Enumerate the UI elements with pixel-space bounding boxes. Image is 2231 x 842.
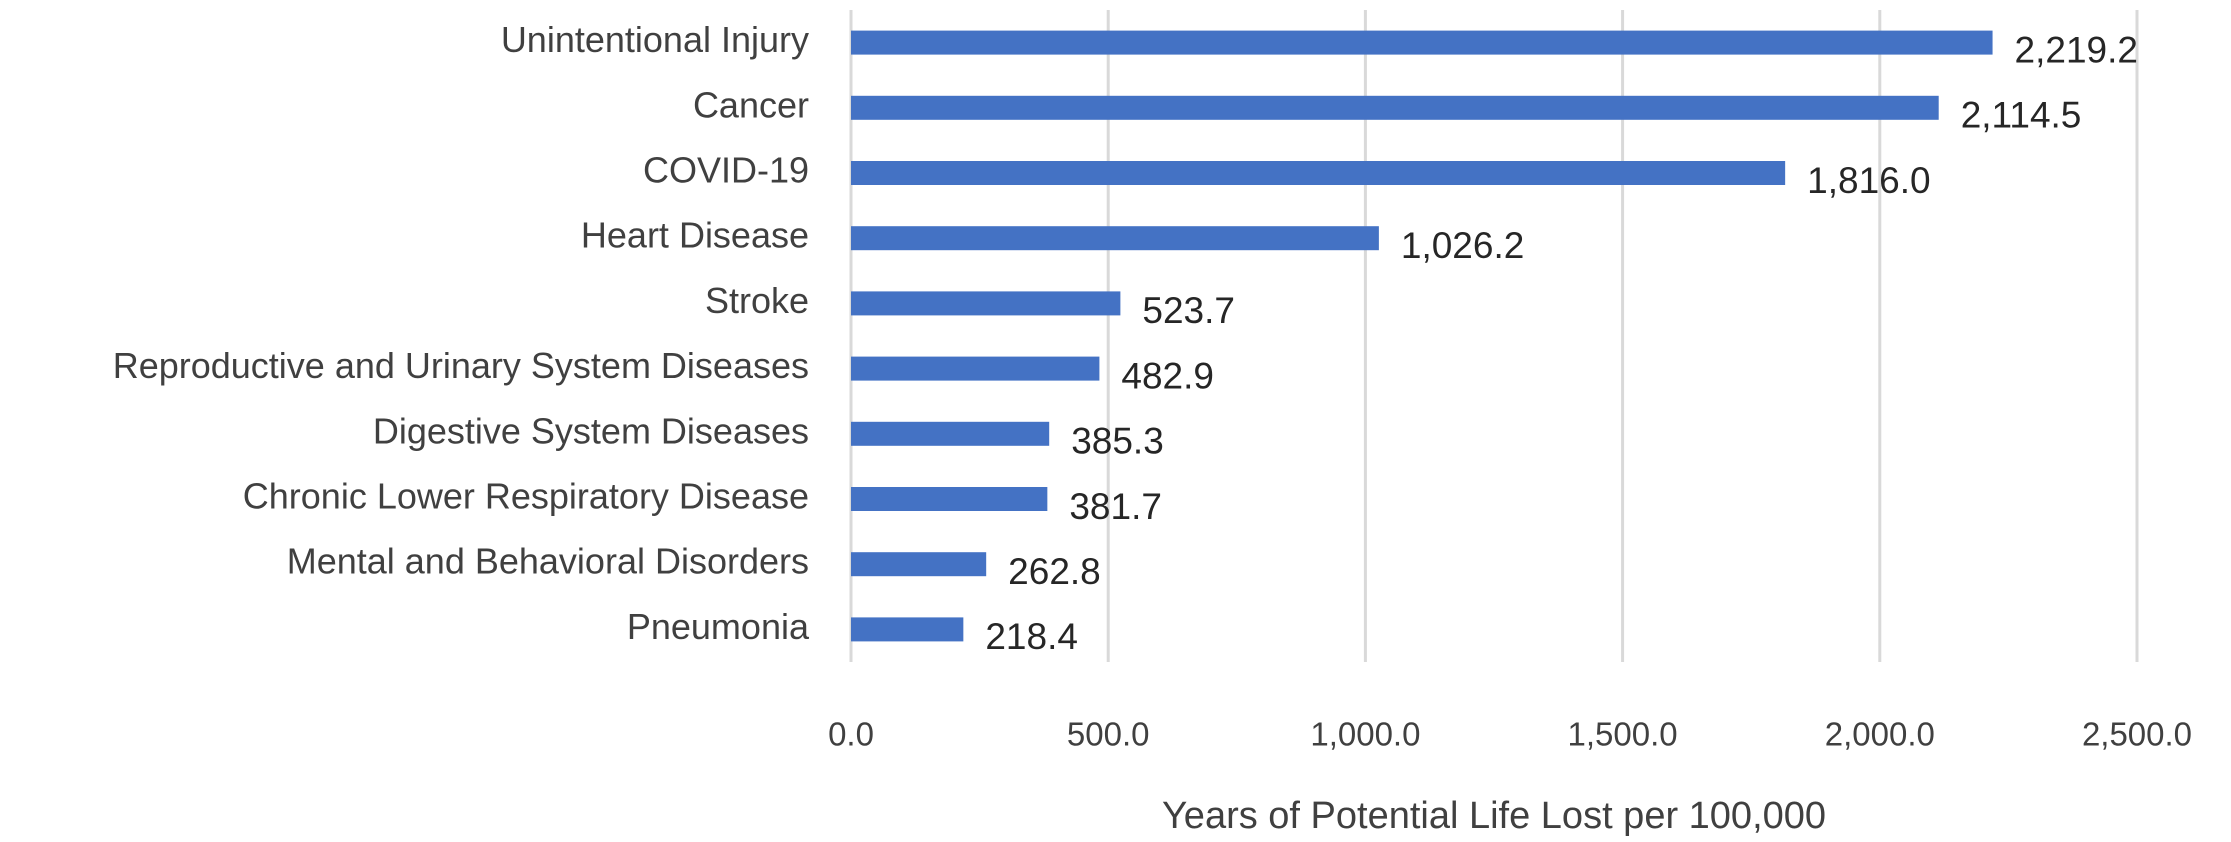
value-label: 482.9 <box>1121 355 1214 396</box>
bar <box>851 161 1786 185</box>
bar <box>851 617 964 642</box>
x-tick-label: 500.0 <box>1067 716 1150 753</box>
bar <box>851 95 1939 120</box>
value-label: 1,026.2 <box>1401 225 1524 266</box>
category-label: Chronic Lower Respiratory Disease <box>243 476 809 517</box>
category-label: Reproductive and Urinary System Diseases <box>113 345 809 386</box>
category-label: Unintentional Injury <box>501 19 809 60</box>
bar <box>851 487 1048 511</box>
bar <box>851 30 1993 55</box>
category-label: Cancer <box>693 84 809 125</box>
value-label: 2,114.5 <box>1961 95 2082 136</box>
category-label: Mental and Behavioral Disorders <box>287 541 809 582</box>
category-label: Pneumonia <box>627 606 810 647</box>
x-tick-label: 1,000.0 <box>1310 716 1420 753</box>
value-label: 381.7 <box>1069 486 1162 527</box>
bar <box>851 552 987 577</box>
x-tick-label: 2,000.0 <box>1825 716 1935 753</box>
bar <box>851 226 1379 251</box>
category-label: Stroke <box>705 280 809 321</box>
value-label: 385.3 <box>1071 421 1164 462</box>
value-label: 2,219.2 <box>2015 29 2138 70</box>
bar <box>851 291 1121 316</box>
x-tick-label: 1,500.0 <box>1568 716 1678 753</box>
bar <box>851 356 1100 381</box>
category-label: Digestive System Diseases <box>373 410 809 451</box>
value-label: 262.8 <box>1008 551 1101 592</box>
bar <box>851 421 1050 446</box>
x-axis-label: Years of Potential Life Lost per 100,000 <box>1162 795 1826 837</box>
x-tick-label: 2,500.0 <box>2082 716 2192 753</box>
x-tick-label: 0.0 <box>828 716 874 753</box>
category-label: Heart Disease <box>581 215 809 256</box>
category-label: COVID-19 <box>643 150 809 191</box>
value-label: 523.7 <box>1142 290 1235 331</box>
value-label: 1,816.0 <box>1807 160 1930 201</box>
value-label: 218.4 <box>985 616 1078 657</box>
